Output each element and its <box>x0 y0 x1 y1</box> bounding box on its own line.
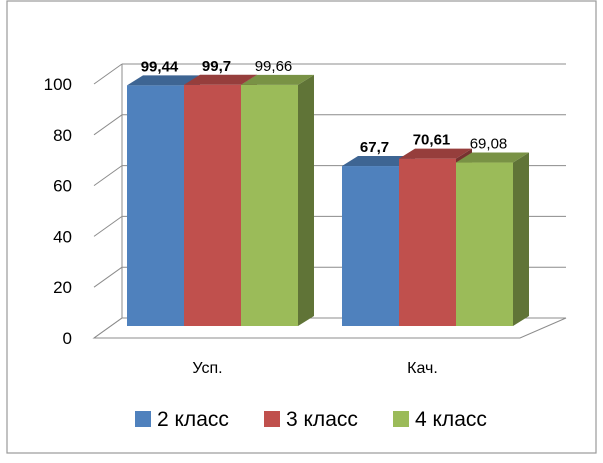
legend-label: 4 класс <box>415 408 487 431</box>
bar-top <box>342 156 415 167</box>
data-label: 99,7 <box>202 58 231 75</box>
value-labels: 99,44 99,7 99,66 67,7 70,61 69,08 <box>141 58 508 156</box>
y-tick-labels: 0 20 40 60 80 100 <box>44 75 72 348</box>
x-tick-label: Усп. <box>192 360 222 377</box>
bar-top <box>184 74 257 85</box>
data-label: 69,08 <box>470 136 508 153</box>
axes <box>92 64 567 339</box>
y-tick-label: 0 <box>63 329 72 348</box>
bar <box>184 84 241 327</box>
bar <box>456 162 513 326</box>
data-label: 99,66 <box>255 58 293 75</box>
data-label: 67,7 <box>360 139 389 156</box>
y-tick-label: 100 <box>44 75 72 94</box>
legend-label: 2 класс <box>157 408 229 431</box>
bar-top <box>241 74 314 85</box>
bars <box>127 74 529 327</box>
bar-top <box>399 148 472 159</box>
gridline-diagonal <box>93 63 123 85</box>
bar-top <box>127 75 200 86</box>
y-tick-label: 80 <box>53 126 72 145</box>
bar-side <box>298 74 314 326</box>
gridline-diagonal <box>93 114 123 136</box>
legend-swatch <box>393 411 409 427</box>
bar-side <box>513 152 529 326</box>
bar <box>342 166 399 326</box>
gridline-diagonal <box>93 266 123 288</box>
data-label: 70,61 <box>413 132 451 149</box>
gridline-diagonal <box>93 165 123 187</box>
legend-swatch <box>135 411 151 427</box>
floor <box>92 317 567 339</box>
x-tick-label: Кач. <box>407 360 438 377</box>
legend: 2 класс 3 класс 4 класс <box>135 408 487 431</box>
bar <box>399 158 456 326</box>
legend-swatch <box>264 411 280 427</box>
gridline-diagonal <box>93 215 123 237</box>
y-tick-label: 40 <box>53 227 72 246</box>
bar-top <box>456 152 529 163</box>
bar <box>127 85 184 327</box>
legend-label: 3 класс <box>286 408 358 431</box>
x-tick-labels: Усп. Кач. <box>192 360 437 377</box>
bar <box>241 84 298 326</box>
data-label: 99,44 <box>141 58 179 75</box>
y-tick-label: 20 <box>53 278 72 297</box>
y-tick-label: 60 <box>53 177 72 196</box>
